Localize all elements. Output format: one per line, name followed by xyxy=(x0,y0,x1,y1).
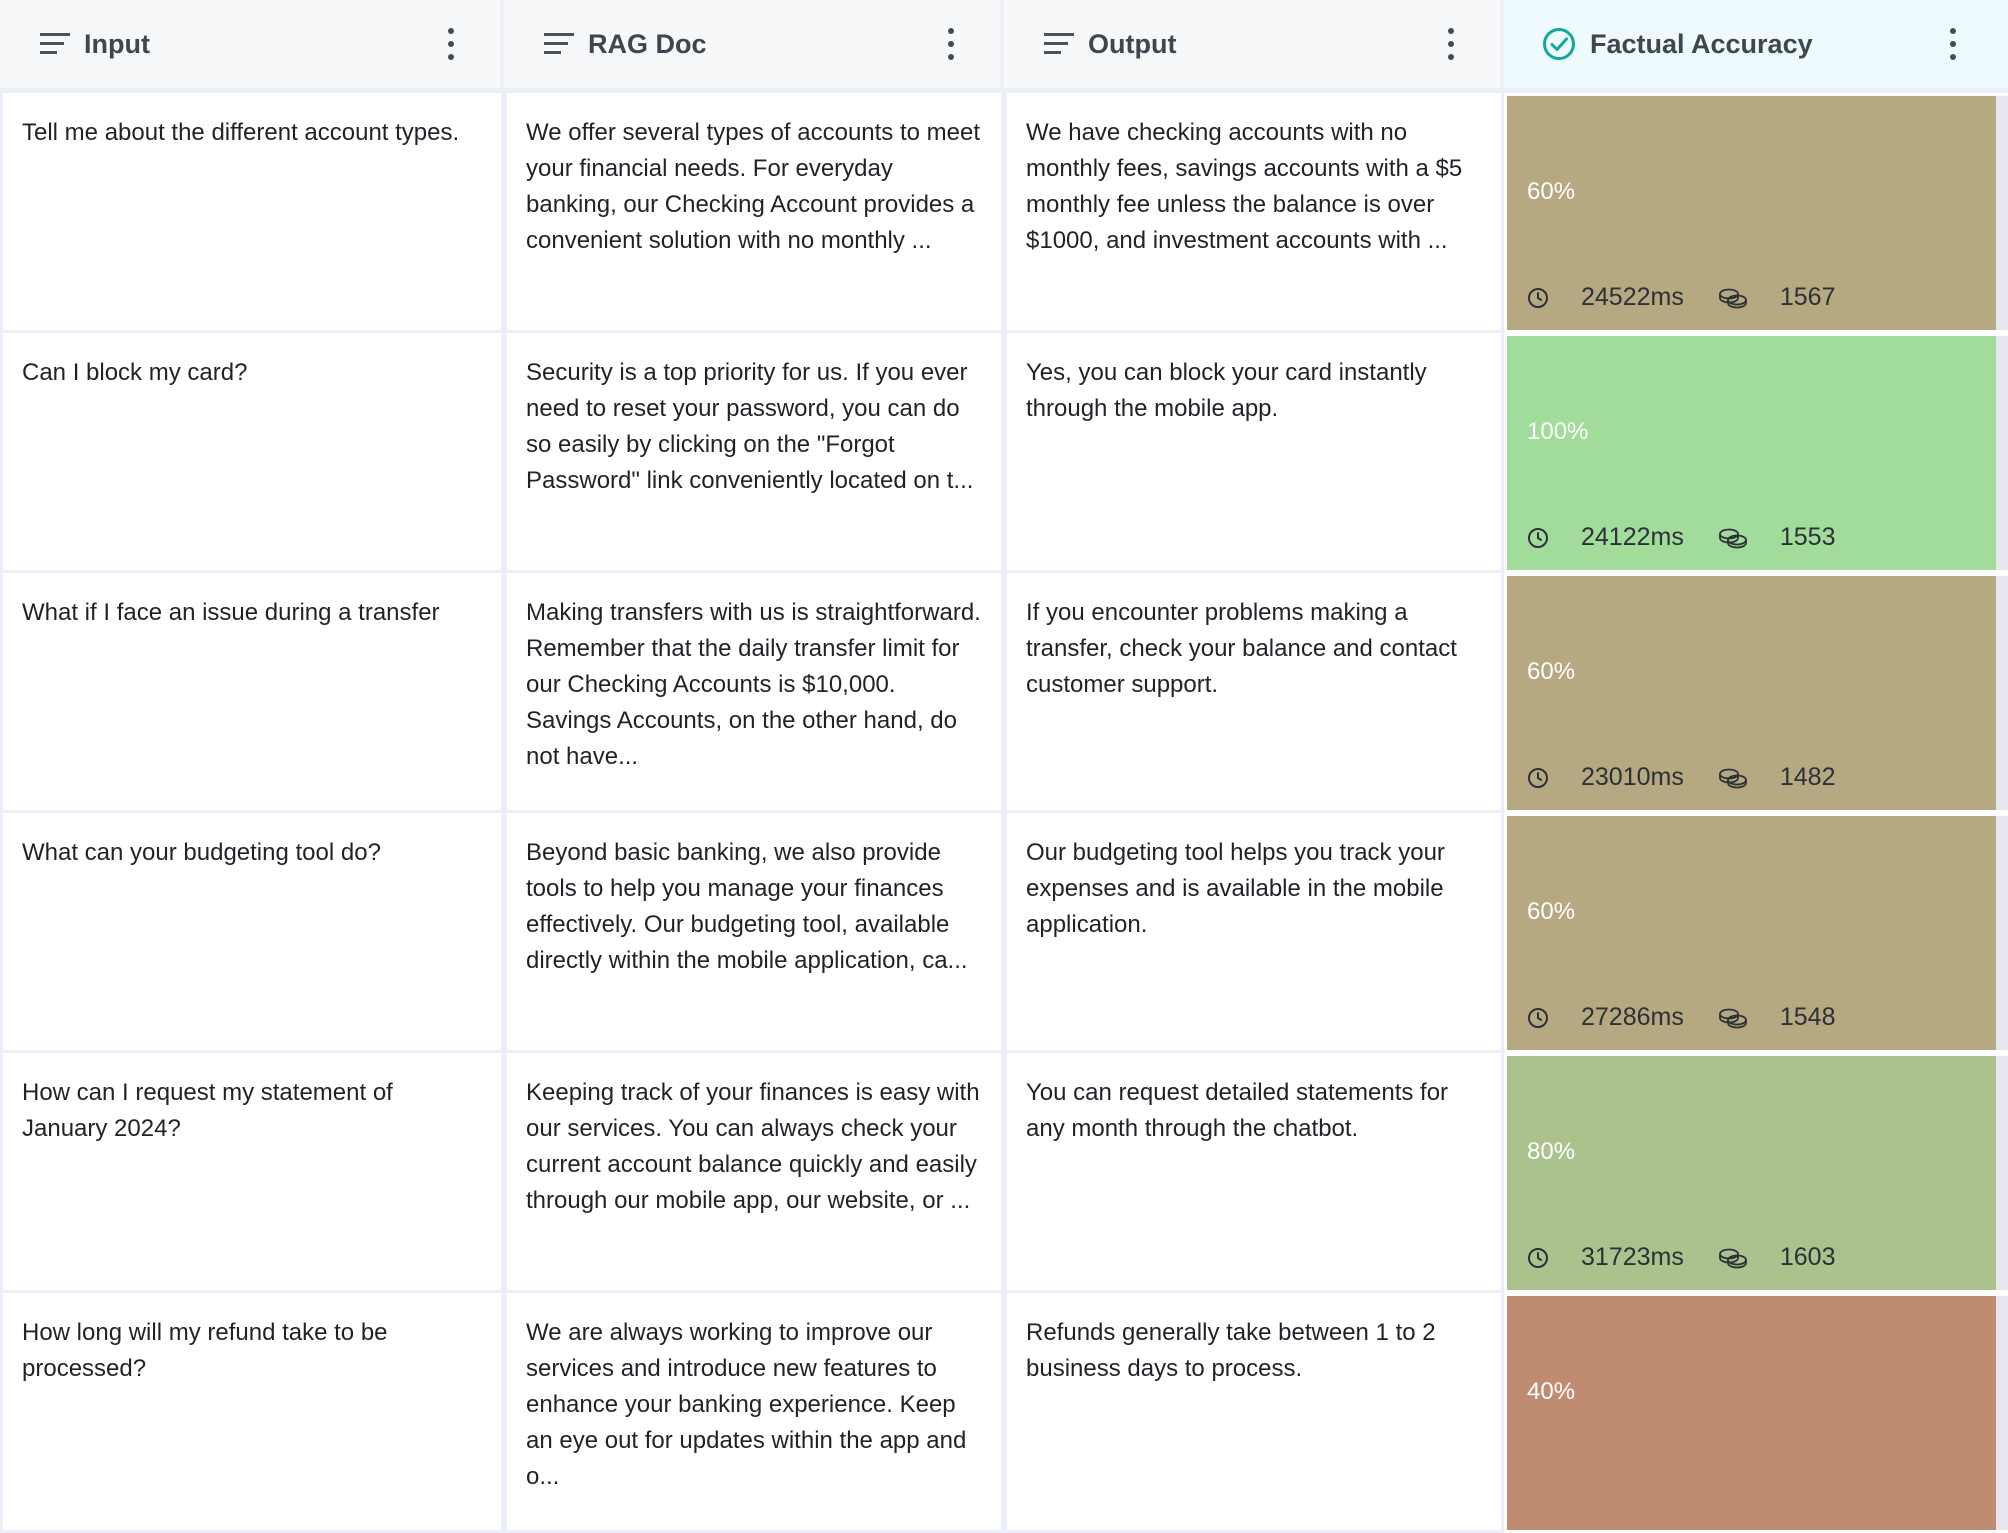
column-edge xyxy=(1996,96,2008,330)
output-cell[interactable]: Refunds generally take between 1 to 2 bu… xyxy=(1004,1293,1504,1533)
column-edge xyxy=(1996,1056,2008,1290)
rag-doc-cell[interactable]: Beyond basic banking, we also provide to… xyxy=(504,813,1004,1053)
score-percentage: 60% xyxy=(1527,178,1576,205)
column-menu-icon[interactable] xyxy=(1446,28,1456,60)
latency-value: 24522ms xyxy=(1581,283,1684,311)
column-menu-icon[interactable] xyxy=(1948,28,1958,60)
input-cell[interactable]: Can I block my card? xyxy=(0,333,504,573)
column-header-output[interactable]: Output xyxy=(1004,0,1504,88)
factual-accuracy-cell[interactable]: 40% xyxy=(1507,1296,2008,1530)
score-percentage: 80% xyxy=(1527,1138,1576,1165)
column-header-factual-accuracy[interactable]: Factual Accuracy xyxy=(1504,0,2008,88)
score-meta: 31723ms 1603 xyxy=(1527,1243,1835,1272)
sort-lines-icon[interactable] xyxy=(40,33,70,55)
column-header-rag-doc[interactable]: RAG Doc xyxy=(504,0,1004,88)
table-header: Input RAG Doc Output Factual Accuracy xyxy=(0,0,2008,93)
output-cell[interactable]: Our budgeting tool helps you track your … xyxy=(1004,813,1504,1053)
rag-doc-cell[interactable]: We offer several types of accounts to me… xyxy=(504,93,1004,333)
latency-value: 23010ms xyxy=(1581,763,1684,791)
factual-accuracy-cell[interactable]: 60% 23010ms 1482 xyxy=(1507,576,2008,810)
input-cell[interactable]: What can your budgeting tool do? xyxy=(0,813,504,1053)
output-cell[interactable]: We have checking accounts with no monthl… xyxy=(1004,93,1504,333)
score-percentage: 100% xyxy=(1527,418,1589,445)
sort-lines-icon[interactable] xyxy=(1044,33,1074,55)
rag-doc-cell[interactable]: Keeping track of your finances is easy w… xyxy=(504,1053,1004,1293)
latency-value: 27286ms xyxy=(1581,1003,1684,1031)
score-meta: 24522ms 1567 xyxy=(1527,283,1835,312)
column-title: RAG Doc xyxy=(588,28,707,59)
input-cell[interactable]: What if I face an issue during a transfe… xyxy=(0,573,504,813)
column-edge xyxy=(1996,336,2008,570)
column-edge xyxy=(1996,576,2008,810)
column-edge xyxy=(1996,816,2008,1050)
table-row[interactable]: What can your budgeting tool do? Beyond b… xyxy=(0,813,2008,1053)
column-menu-icon[interactable] xyxy=(446,28,456,60)
table-row[interactable]: How can I request my statement of Januar… xyxy=(0,1053,2008,1293)
score-percentage: 40% xyxy=(1527,1378,1576,1405)
coins-icon xyxy=(1718,1007,1764,1029)
clock-icon xyxy=(1527,1007,1565,1029)
column-resize-handle[interactable] xyxy=(500,0,504,88)
factual-accuracy-cell[interactable]: 100% 24122ms 1553 xyxy=(1507,336,2008,570)
coins-icon xyxy=(1718,767,1764,789)
input-cell[interactable]: How can I request my statement of Januar… xyxy=(0,1053,504,1293)
input-cell[interactable]: How long will my refund take to be proce… xyxy=(0,1293,504,1533)
column-title: Output xyxy=(1088,28,1177,59)
token-count: 1482 xyxy=(1779,763,1836,791)
score-meta: 24122ms 1553 xyxy=(1527,523,1835,552)
clock-icon xyxy=(1527,527,1565,549)
column-resize-handle[interactable] xyxy=(1500,0,1504,88)
latency-value: 24122ms xyxy=(1581,523,1684,551)
table-row[interactable]: Can I block my card? Security is a top pr… xyxy=(0,333,2008,573)
score-meta: 27286ms 1548 xyxy=(1527,1003,1835,1032)
clock-icon xyxy=(1527,287,1565,309)
output-cell[interactable]: You can request detailed statements for … xyxy=(1004,1053,1504,1293)
rag-doc-cell[interactable]: Security is a top priority for us. If yo… xyxy=(504,333,1004,573)
clock-icon xyxy=(1527,1247,1565,1269)
token-count: 1553 xyxy=(1779,523,1836,551)
coins-icon xyxy=(1718,527,1764,549)
token-count: 1567 xyxy=(1779,283,1836,311)
score-percentage: 60% xyxy=(1527,898,1576,925)
output-cell[interactable]: Yes, you can block your card instantly t… xyxy=(1004,333,1504,573)
factual-accuracy-cell[interactable]: 80% 31723ms 1603 xyxy=(1507,1056,2008,1290)
score-percentage: 60% xyxy=(1527,658,1576,685)
factual-accuracy-cell[interactable]: 60% 24522ms 1567 xyxy=(1507,96,2008,330)
rag-doc-cell[interactable]: Making transfers with us is straightforw… xyxy=(504,573,1004,813)
table-row[interactable]: What if I face an issue during a transfe… xyxy=(0,573,2008,813)
factual-accuracy-cell[interactable]: 60% 27286ms 1548 xyxy=(1507,816,2008,1050)
column-edge xyxy=(1996,1296,2008,1530)
column-title: Factual Accuracy xyxy=(1590,28,1813,59)
token-count: 1548 xyxy=(1779,1003,1836,1031)
table-row[interactable]: How long will my refund take to be proce… xyxy=(0,1293,2008,1533)
coins-icon xyxy=(1718,1247,1764,1269)
clock-icon xyxy=(1527,767,1565,789)
column-title: Input xyxy=(84,28,150,59)
column-header-input[interactable]: Input xyxy=(0,0,504,88)
score-meta: 23010ms 1482 xyxy=(1527,763,1835,792)
rag-doc-cell[interactable]: We are always working to improve our ser… xyxy=(504,1293,1004,1533)
check-circle-icon xyxy=(1543,28,1575,60)
latency-value: 31723ms xyxy=(1581,1243,1684,1271)
input-cell[interactable]: Tell me about the different account type… xyxy=(0,93,504,333)
coins-icon xyxy=(1718,287,1764,309)
token-count: 1603 xyxy=(1779,1243,1836,1271)
column-menu-icon[interactable] xyxy=(946,28,956,60)
column-resize-handle[interactable] xyxy=(1000,0,1004,88)
table-row[interactable]: Tell me about the different account type… xyxy=(0,93,2008,333)
output-cell[interactable]: If you encounter problems making a trans… xyxy=(1004,573,1504,813)
sort-lines-icon[interactable] xyxy=(544,33,574,55)
